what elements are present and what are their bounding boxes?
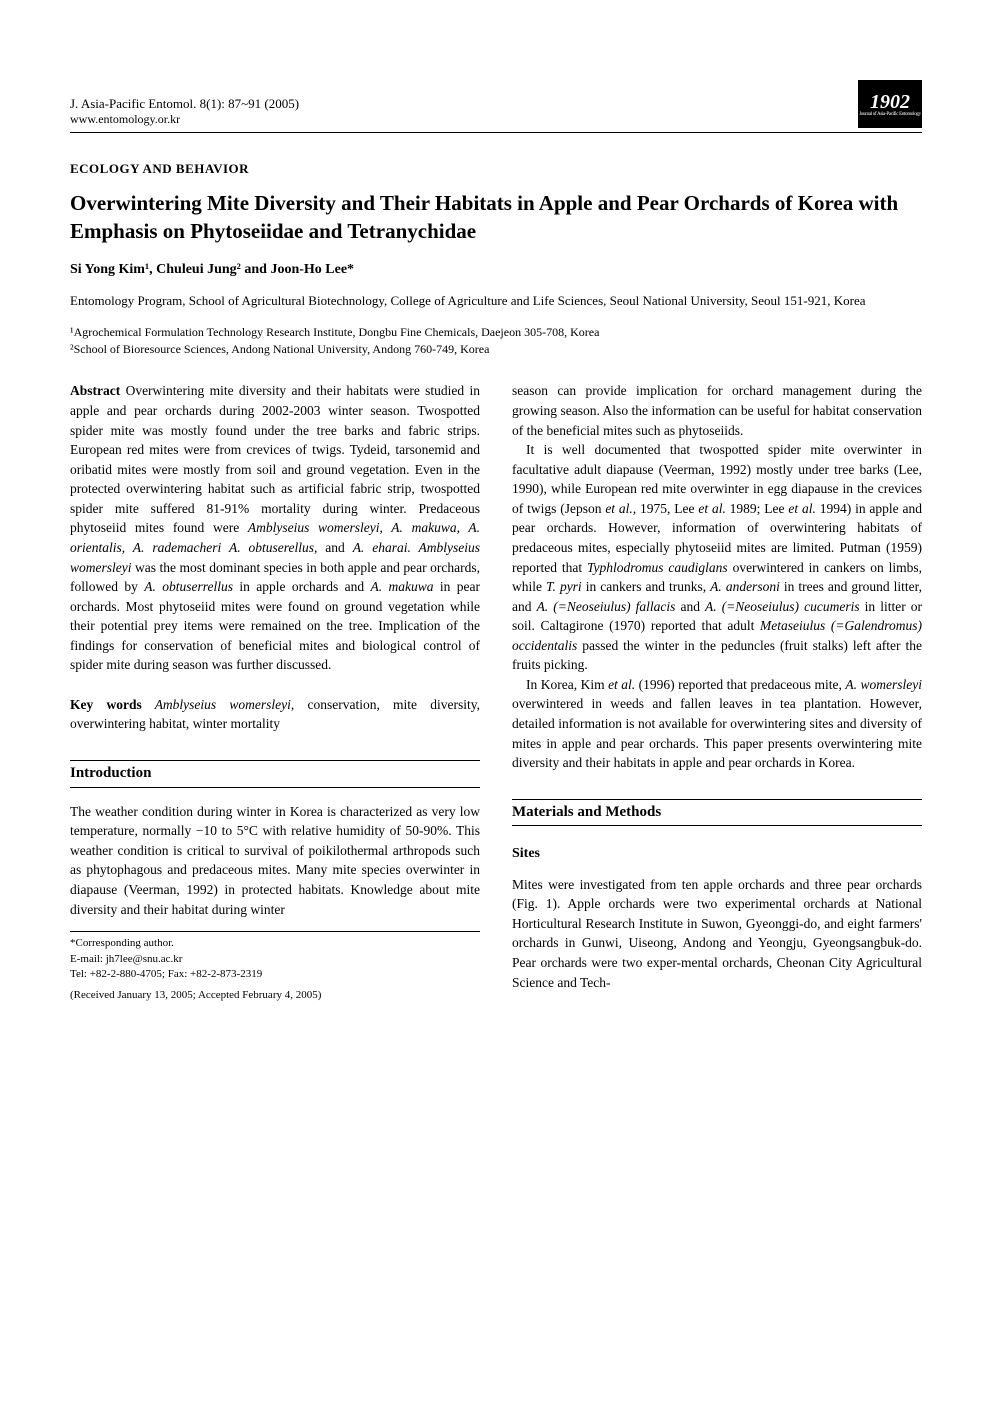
journal-header: J. Asia-Pacific Entomol. 8(1): 87~91 (20… [70, 80, 922, 133]
affiliation-footnotes: ¹Agrochemical Formulation Technology Res… [70, 324, 922, 358]
col2-para-1: season can provide implication for orcha… [512, 381, 922, 440]
abstract-species-4: A. makuwa [371, 579, 434, 594]
abstract-and: and [317, 540, 352, 555]
abstract-species-3: A. obtuserrellus [144, 579, 233, 594]
corresponding-label: *Corresponding author. [70, 936, 480, 951]
logo-subtitle: Journal of Asia-Pacific Entomology [859, 112, 921, 117]
introduction-heading: Introduction [70, 760, 480, 788]
journal-info: J. Asia-Pacific Entomol. 8(1): 87~91 (20… [70, 96, 299, 128]
footnote-2: ²School of Bioresource Sciences, Andong … [70, 341, 922, 358]
abstract: Abstract Overwintering mite diversity an… [70, 381, 480, 674]
keywords-label: Key words [70, 697, 142, 712]
col2-para-3: In Korea, Kim et al. (1996) reported tha… [512, 675, 922, 773]
abstract-label: Abstract [70, 383, 120, 398]
abstract-text-1: Overwintering mite diversity and their h… [70, 383, 480, 535]
article-title: Overwintering Mite Diversity and Their H… [70, 189, 922, 246]
methods-heading: Materials and Methods [512, 799, 922, 827]
sites-para: Mites were investigated from ten apple o… [512, 875, 922, 992]
col2-para-2: It is well documented that twospotted sp… [512, 440, 922, 675]
left-column: Abstract Overwintering mite diversity an… [70, 381, 480, 1003]
logo-year: 1902 [870, 92, 910, 112]
authors: Si Yong Kim¹, Chuleui Jung² and Joon-Ho … [70, 262, 922, 278]
received-accepted: (Received January 13, 2005; Accepted Feb… [70, 988, 480, 1003]
affiliation-main: Entomology Program, School of Agricultur… [70, 292, 922, 310]
journal-url: www.entomology.or.kr [70, 112, 299, 128]
corresponding-tel: Tel: +82-2-880-4705; Fax: +82-2-873-2319 [70, 967, 480, 982]
journal-logo: 1902 Journal of Asia-Pacific Entomology [858, 80, 922, 128]
footnote-1: ¹Agrochemical Formulation Technology Res… [70, 324, 922, 341]
corresponding-author-block: *Corresponding author. E-mail: jh7lee@sn… [70, 931, 480, 1004]
two-column-body: Abstract Overwintering mite diversity an… [70, 381, 922, 1003]
journal-citation: J. Asia-Pacific Entomol. 8(1): 87~91 (20… [70, 96, 299, 113]
corresponding-email: E-mail: jh7lee@snu.ac.kr [70, 952, 480, 967]
keywords-italic: Amblyseius womersleyi, [142, 697, 295, 712]
abstract-text-3: in apple orchards and [233, 579, 371, 594]
article-category: ECOLOGY AND BEHAVIOR [70, 161, 922, 177]
right-column: season can provide implication for orcha… [512, 381, 922, 1003]
sites-heading: Sites [512, 844, 922, 864]
keywords: Key words Amblyseius womersleyi, conserv… [70, 695, 480, 734]
intro-para-1: The weather condition during winter in K… [70, 802, 480, 919]
